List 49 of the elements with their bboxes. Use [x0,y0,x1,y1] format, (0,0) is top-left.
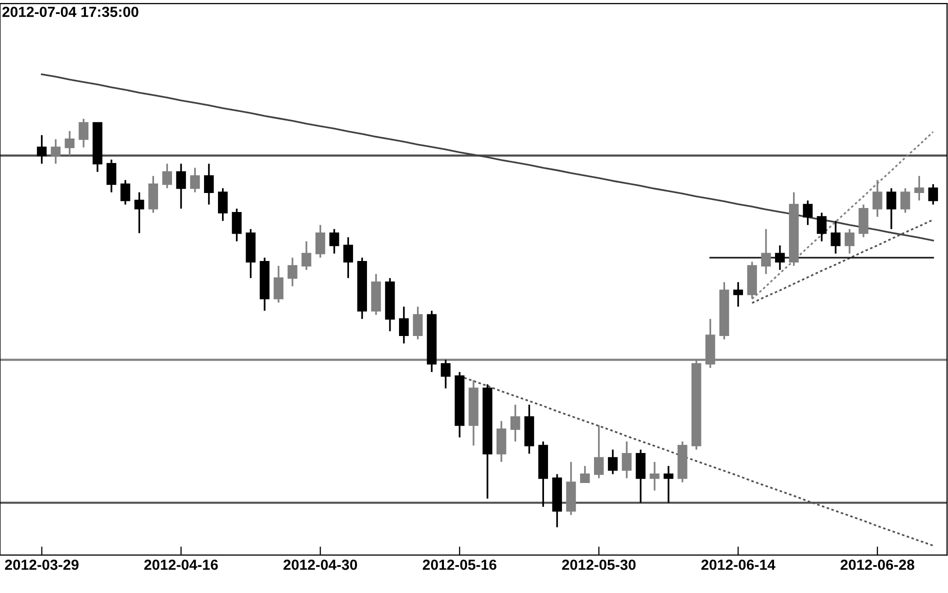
x-tick-label: 2012-03-29 [4,560,79,570]
candlestick [64,130,75,156]
candlestick [120,179,130,206]
candlestick [176,162,186,210]
candlestick [440,358,451,390]
candlestick [844,228,854,254]
candlestick [914,175,924,202]
candlestick [510,404,520,442]
x-tick-label: 2012-06-14 [701,560,776,570]
candlestick [594,424,604,480]
x-tick-label: 2012-06-28 [840,560,914,570]
candlestick [162,162,172,190]
candlestick [134,191,144,234]
candlestick [608,448,618,475]
candlestick [412,306,423,340]
candlestick [36,134,47,165]
candlestick [816,212,827,242]
x-tick-label: 2012-05-30 [562,560,636,570]
x-tick-label: 2012-05-16 [422,560,496,570]
chart-title: 2012-07-04 17:35:00 [2,6,138,18]
candlestick [343,236,354,279]
candlestick [802,200,813,226]
candlestick [650,461,660,492]
candlestick [928,183,938,206]
candlestick [664,465,674,504]
candlestick [886,187,896,230]
candlestick [900,187,910,214]
candlestick [204,162,214,206]
candlestick [580,465,590,484]
candlestick [274,264,284,304]
candlestick [106,158,116,194]
candlestick [315,224,326,258]
x-tick-label: 2012-04-16 [144,560,218,570]
candlestick [830,220,841,254]
candlestick [329,228,340,254]
candlestick [232,208,242,242]
x-tick-label: 2012-04-30 [284,560,358,570]
candlestick [761,228,771,275]
candlestick [622,440,632,480]
candlestick [190,166,200,194]
candlestick [399,306,409,344]
candlestick [302,240,312,271]
candlestick [50,138,61,165]
candlestick [775,244,785,271]
candlestick [733,281,744,308]
candlestick [78,118,88,148]
candlestick [218,187,228,222]
candlestick [288,256,298,288]
candlestick [872,179,882,218]
